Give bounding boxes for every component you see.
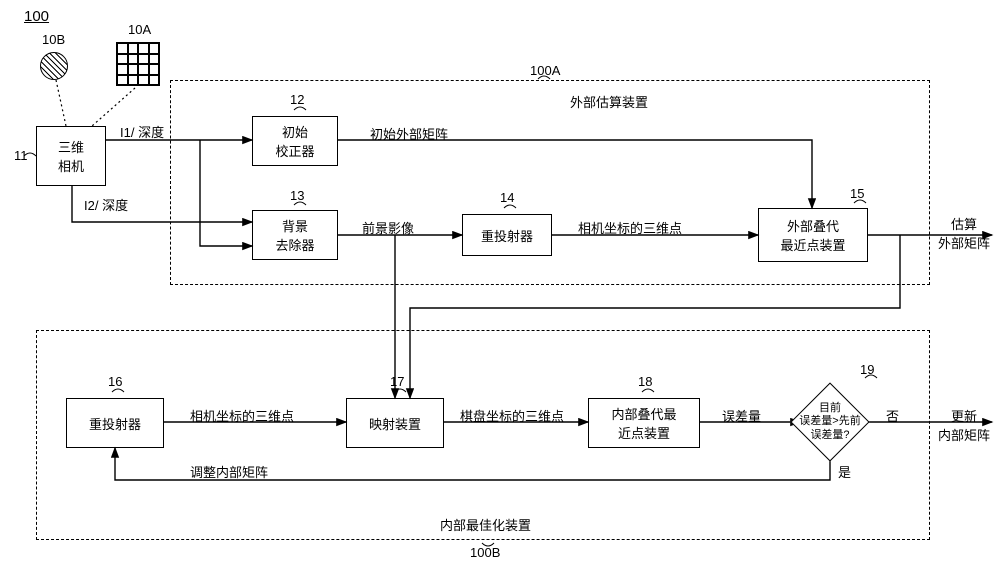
edge-yes: 是 <box>838 462 851 481</box>
ref-18: 18 <box>638 374 652 389</box>
ref-17: 17 <box>390 374 404 389</box>
region-outer-label: 外部估算装置 <box>570 92 648 111</box>
block-reproj1: 重投射器 <box>462 214 552 256</box>
ref-10A: 10A <box>128 22 151 37</box>
ref-19: 19 <box>860 362 874 377</box>
edge-i2: I2/ 深度 <box>84 195 128 214</box>
block-inticp: 内部叠代最 近点装置 <box>588 398 700 448</box>
edge-chess3d: 棋盘坐标的三维点 <box>460 406 564 425</box>
block-camera: 三维 相机 <box>36 126 106 186</box>
ref-100A: 100A <box>530 63 560 78</box>
ref-14: 14 <box>500 190 514 205</box>
edge-est-ext: 估算 外部矩阵 <box>938 214 990 252</box>
ref-12: 12 <box>290 92 304 107</box>
ball-icon <box>40 52 68 80</box>
edge-adj-int: 调整内部矩阵 <box>190 462 268 481</box>
ref-11: 11 <box>14 148 28 163</box>
block-decision: 目前 误差量>先前 误差量? <box>790 382 870 462</box>
ref-10B: 10B <box>42 32 65 47</box>
edge-fg: 前景影像 <box>362 218 414 237</box>
block-exticp: 外部叠代 最近点装置 <box>758 208 868 262</box>
edge-err: 误差量 <box>722 406 761 425</box>
decision-text: 目前 误差量>先前 误差量? <box>799 402 860 442</box>
checkerboard-icon <box>116 42 160 86</box>
edge-cam3d-b: 相机坐标的三维点 <box>190 406 294 425</box>
edge-cam3d-a: 相机坐标的三维点 <box>578 218 682 237</box>
block-mapper: 映射装置 <box>346 398 444 448</box>
block-reproj2: 重投射器 <box>66 398 164 448</box>
figure-ref: 100 <box>24 8 49 25</box>
edge-i1: I1/ 深度 <box>120 122 164 141</box>
ref-16: 16 <box>108 374 122 389</box>
block-bgrem: 背景 去除器 <box>252 210 338 260</box>
ref-13: 13 <box>290 188 304 203</box>
block-initcal: 初始 校正器 <box>252 116 338 166</box>
edge-update-int: 更新 内部矩阵 <box>938 406 990 444</box>
region-inner-label: 内部最佳化装置 <box>440 515 531 534</box>
edge-no: 否 <box>886 406 899 425</box>
edge-init-ext: 初始外部矩阵 <box>370 124 448 143</box>
ref-100B: 100B <box>470 545 500 560</box>
ref-15: 15 <box>850 186 864 201</box>
